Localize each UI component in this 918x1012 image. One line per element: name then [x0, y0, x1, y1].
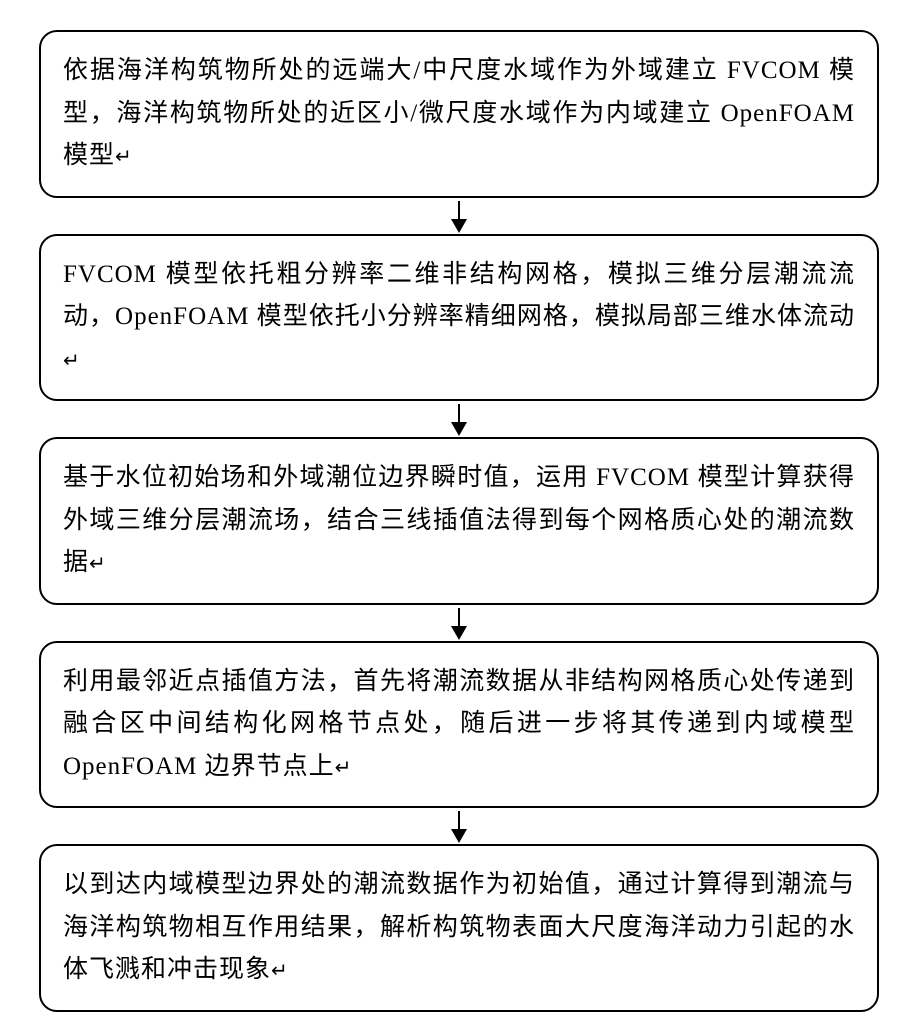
step-text: 利用最邻近点插值方法，首先将潮流数据从非结构网格质心处传递到融合区中间结构化网格… — [63, 668, 855, 780]
flowchart-step-2: FVCOM 模型依托粗分辨率二维非结构网格，模拟三维分层潮流流动，OpenFOA… — [39, 234, 879, 402]
return-symbol: ↵ — [335, 757, 353, 779]
step-text: 依据海洋构筑物所处的远端大/中尺度水域作为外域建立 FVCOM 模型，海洋构筑物… — [63, 57, 855, 169]
flowchart-container: 依据海洋构筑物所处的远端大/中尺度水域作为外域建立 FVCOM 模型，海洋构筑物… — [35, 30, 883, 1012]
flowchart-step-5: 以到达内域模型边界处的潮流数据作为初始值，通过计算得到潮流与海洋构筑物相互作用结… — [39, 844, 879, 1012]
arrow-icon — [458, 811, 460, 841]
arrow-icon — [458, 201, 460, 231]
flowchart-step-4: 利用最邻近点插值方法，首先将潮流数据从非结构网格质心处传递到融合区中间结构化网格… — [39, 641, 879, 809]
return-symbol: ↵ — [89, 553, 107, 575]
return-symbol: ↵ — [115, 146, 133, 168]
return-symbol: ↵ — [63, 350, 81, 372]
arrow-icon — [458, 404, 460, 434]
flowchart-step-3: 基于水位初始场和外域潮位边界瞬时值，运用 FVCOM 模型计算获得外域三维分层潮… — [39, 437, 879, 605]
step-text: 基于水位初始场和外域潮位边界瞬时值，运用 FVCOM 模型计算获得外域三维分层潮… — [63, 464, 855, 576]
step-text: FVCOM 模型依托粗分辨率二维非结构网格，模拟三维分层潮流流动，OpenFOA… — [63, 261, 855, 331]
arrow-icon — [458, 608, 460, 638]
flowchart-step-1: 依据海洋构筑物所处的远端大/中尺度水域作为外域建立 FVCOM 模型，海洋构筑物… — [39, 30, 879, 198]
return-symbol: ↵ — [271, 960, 289, 982]
step-text: 以到达内域模型边界处的潮流数据作为初始值，通过计算得到潮流与海洋构筑物相互作用结… — [63, 871, 855, 983]
